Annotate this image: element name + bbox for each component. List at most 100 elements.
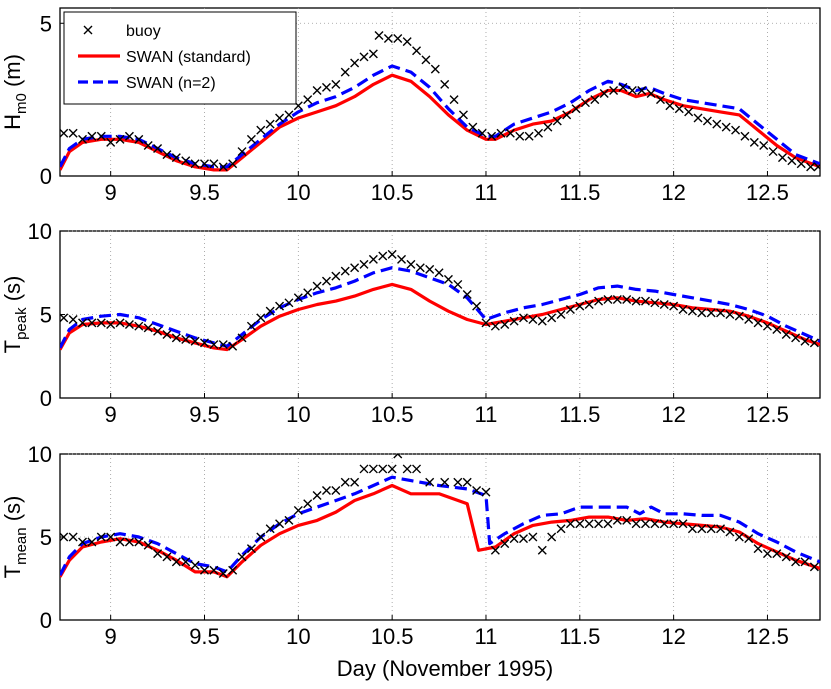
buoy-point: [806, 162, 816, 172]
buoy-point: [256, 125, 266, 135]
buoy-point: [537, 545, 547, 555]
buoy-point: [78, 134, 88, 144]
buoy-point: [402, 37, 412, 47]
buoy-point: [659, 299, 669, 309]
buoy-point: [440, 79, 450, 89]
buoy-point: [762, 321, 772, 331]
buoy-point: [237, 333, 247, 343]
buoy-point: [368, 254, 378, 264]
buoy-point: [472, 301, 482, 311]
buoy-point: [115, 537, 125, 547]
buoy-point: [199, 565, 209, 575]
buoy-point: [143, 540, 153, 550]
buoy-point: [312, 491, 322, 500]
buoy-point: [171, 153, 181, 163]
buoy-point: [716, 524, 726, 534]
buoy-point: [449, 95, 459, 105]
buoy-point: [787, 156, 797, 166]
buoy-point: [537, 316, 547, 326]
x-tick-label: 10.5: [371, 180, 414, 205]
buoy-point: [425, 477, 435, 487]
buoy-point: [218, 162, 228, 172]
buoy-point: [331, 79, 341, 89]
x-tick-label: 12: [661, 180, 685, 205]
buoy-point: [481, 487, 491, 497]
series-line-swan-n2: [60, 64, 820, 169]
buoy-point: [368, 464, 378, 474]
buoy-point: [228, 565, 238, 575]
buoy-point: [331, 271, 341, 281]
buoy-point: [706, 308, 716, 318]
buoy-point: [734, 532, 744, 542]
x-tick-label: 11.5: [559, 180, 600, 205]
buoy-point: [678, 304, 688, 314]
x-tick-label: 11: [475, 402, 498, 427]
buoy-point: [190, 560, 200, 570]
buoy-point: [387, 249, 397, 259]
buoy-point: [60, 532, 69, 542]
buoy-point: [462, 289, 472, 299]
buoy-point: [487, 131, 497, 141]
buoy-point: [190, 336, 200, 346]
buoy-point: [171, 333, 181, 343]
buoy-point: [627, 85, 637, 95]
buoy-point: [293, 293, 303, 303]
buoy-point: [547, 313, 557, 323]
buoy-point: [340, 266, 350, 276]
buoy-point: [246, 134, 256, 144]
x-tick-label: 10: [286, 624, 310, 649]
legend-label: SWAN (standard): [126, 49, 251, 66]
buoy-point: [580, 98, 590, 108]
buoy-point: [284, 515, 294, 525]
buoy-point: [669, 301, 679, 311]
x-tick-label: 11.5: [559, 402, 600, 427]
buoy-point: [665, 101, 675, 111]
buoy-point: [350, 58, 360, 68]
x-tick-label: 11: [475, 180, 498, 205]
buoy-point: [199, 159, 209, 169]
buoy-point: [359, 259, 369, 269]
buoy-point: [571, 104, 581, 114]
buoy-point: [275, 113, 285, 123]
buoy-point: [462, 477, 472, 487]
buoy-point: [519, 534, 529, 544]
buoy-point: [744, 315, 754, 325]
x-tick-label: 12.5: [746, 402, 789, 427]
buoy-point: [468, 122, 478, 132]
buoy-point: [87, 318, 97, 328]
buoy-point: [96, 532, 106, 542]
buoy-point: [359, 52, 369, 62]
series-line-swan-n2: [60, 475, 820, 576]
buoy-point: [209, 159, 219, 169]
buoy-point: [246, 321, 256, 331]
buoy-point: [697, 524, 707, 534]
buoy-point: [68, 315, 78, 325]
buoy-point: [509, 316, 519, 326]
legend: buoy SWAN (standard) SWAN (n=2): [63, 11, 297, 105]
buoy-point: [87, 537, 97, 547]
buoy-point: [697, 308, 707, 318]
buoy-point: [562, 110, 572, 120]
y-tick-label: 5: [40, 525, 52, 550]
y-axis-label-sub: m0: [13, 93, 30, 114]
buoy-point: [618, 82, 628, 92]
buoy-point: [265, 524, 275, 534]
buoy-point: [547, 532, 557, 542]
buoy-point: [412, 464, 422, 474]
buoy-point: [115, 134, 125, 144]
buoy-point: [218, 569, 228, 579]
buoy-point: [106, 320, 116, 330]
buoy-point: [228, 159, 238, 169]
buoy-point: [646, 89, 656, 99]
buoy-point: [609, 85, 619, 95]
buoy-point: [813, 162, 820, 172]
buoy-point: [434, 268, 444, 278]
legend-marker-buoy: [83, 25, 93, 35]
buoy-point: [106, 137, 116, 147]
y-axis-label: Hm0 (m): [0, 54, 30, 130]
buoy-point: [312, 85, 322, 95]
buoy-point: [134, 537, 144, 547]
buoy-point: [678, 519, 688, 529]
buoy-point: [209, 340, 219, 350]
